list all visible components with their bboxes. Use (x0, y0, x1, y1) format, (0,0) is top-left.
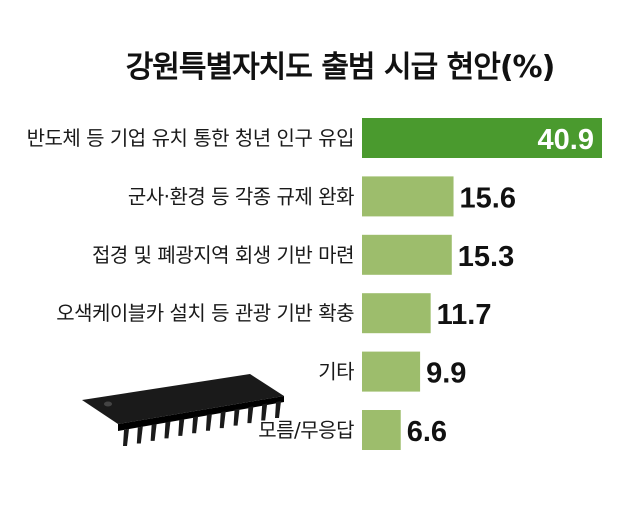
bars-group: 반도체 등 기업 유치 통한 청년 인구 유입 40.9 군사·환경 등 각종 규제… (27, 118, 602, 450)
semiconductor-chip-icon (82, 374, 284, 446)
category-label-3: 오색케이블카 설치 등 관광 기반 확충 (56, 301, 354, 325)
chip-body (82, 374, 284, 424)
chip-pin (150, 423, 157, 441)
bar-0 (362, 118, 602, 158)
chip-pin (219, 411, 226, 429)
value-label-4: 9.9 (426, 358, 466, 390)
chip-pin (261, 403, 268, 421)
chip-pin (192, 416, 199, 434)
category-label-1: 군사·환경 등 각종 규제 완화 (128, 184, 354, 208)
category-label-0: 반도체 등 기업 유치 통한 청년 인구 유입 (27, 126, 354, 150)
chip-pin (123, 429, 129, 446)
chart-title: 강원특별자치도 출범 시급 현안(%) (125, 50, 556, 85)
chip-pin (233, 408, 240, 426)
chip-pin (136, 426, 143, 444)
chip-edge (118, 396, 284, 431)
bar-4 (362, 351, 421, 392)
value-label-5: 6.6 (407, 416, 447, 448)
value-label-0: 40.9 (538, 124, 594, 156)
bar-5 (362, 410, 401, 450)
chip-pin (164, 421, 171, 439)
chip-pin (178, 418, 185, 436)
chip-pin (205, 413, 212, 431)
category-label-2: 접경 및 폐광지역 회생 기반 마련 (92, 243, 354, 267)
value-label-1: 15.6 (460, 182, 516, 214)
bar-1 (362, 176, 454, 217)
value-label-3: 11.7 (437, 299, 492, 331)
chip-pin (275, 401, 281, 418)
value-label-2: 15.3 (458, 241, 514, 273)
category-label-4: 기타 (318, 360, 354, 384)
bar-3 (362, 293, 431, 334)
bar-2 (362, 234, 452, 275)
chip-notch (104, 401, 112, 407)
category-label-5: 모름/무응답 (258, 418, 354, 442)
chip-pin (247, 406, 254, 424)
